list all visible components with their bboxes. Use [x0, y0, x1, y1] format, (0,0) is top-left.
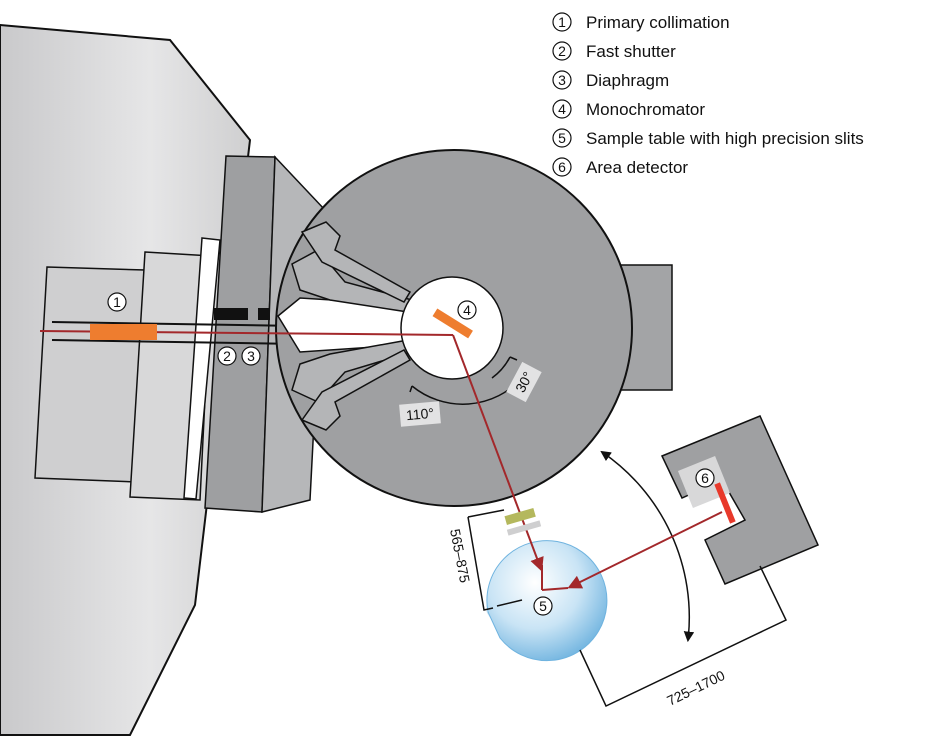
legend-item-6: 6 Area detector	[552, 157, 688, 177]
sample-slit	[496, 599, 523, 607]
svg-text:6: 6	[558, 159, 566, 175]
svg-text:2: 2	[558, 43, 566, 59]
slot-upper-2	[300, 221, 412, 303]
marker-area-detector: 6	[695, 468, 715, 488]
svg-text:5: 5	[558, 130, 566, 146]
angle-arc-110-tick	[409, 385, 413, 393]
svg-text:6: 6	[701, 470, 709, 486]
diaphragm-block	[258, 308, 270, 320]
area-detector-plate	[714, 482, 736, 524]
svg-text:1: 1	[558, 14, 566, 30]
svg-text:Sample table with high precisi: Sample table with high precision slits	[586, 129, 864, 148]
detector-distance-bracket	[579, 565, 788, 708]
collimation-element	[90, 324, 157, 340]
area-detector-housing	[660, 415, 819, 585]
svg-text:3: 3	[247, 348, 255, 364]
svg-text:5: 5	[539, 598, 547, 614]
angle-arc-30-tick	[509, 356, 518, 361]
svg-text:2: 2	[223, 348, 231, 364]
flange-plate	[183, 237, 221, 500]
svg-text:4: 4	[463, 302, 471, 318]
angle-arc-30	[491, 356, 511, 379]
marker-monochromator: 4	[457, 300, 477, 320]
legend-item-2: 2 Fast shutter	[552, 41, 676, 61]
legend-item-5: 5 Sample table with high precision slits	[552, 128, 864, 148]
sample-slit-top	[504, 508, 536, 525]
legend-item-3: 3 Diaphragm	[552, 70, 669, 90]
svg-text:3: 3	[558, 72, 566, 88]
sample-table-notch	[485, 608, 490, 618]
beam-tube-bottom	[51, 339, 301, 345]
angle-label-110: 110°	[399, 401, 441, 427]
legend-item-1: 1 Primary collimation	[552, 12, 730, 32]
sample-distance-bracket	[467, 509, 505, 518]
marker-diaphragm: 3	[241, 346, 261, 366]
sample-distance-leg	[467, 516, 494, 611]
svg-text:Area detector: Area detector	[586, 158, 688, 177]
marker-sample-table: 5	[533, 596, 553, 616]
svg-text:Diaphragm: Diaphragm	[586, 71, 669, 90]
monochromator-crystal	[432, 308, 473, 339]
marker-primary-collimation: 1	[107, 292, 127, 312]
fast-shutter-block	[214, 308, 248, 320]
detector-rotation-arc	[600, 450, 695, 643]
scattered-beam	[567, 511, 723, 589]
sample-corner-horizontal	[541, 587, 569, 591]
svg-text:1: 1	[113, 294, 121, 310]
legend: 1 Primary collimation 2 Fast shutter 3 D…	[552, 12, 864, 177]
drum-slots	[277, 221, 413, 431]
svg-text:Primary collimation: Primary collimation	[586, 13, 730, 32]
beam-tube-top	[51, 321, 301, 327]
marker-fast-shutter: 2	[217, 346, 237, 366]
svg-text:Fast shutter: Fast shutter	[586, 42, 676, 61]
collimator-block-outer	[34, 266, 146, 483]
svg-text:Monochromator: Monochromator	[586, 100, 705, 119]
sample-distance-label: 565–875	[447, 528, 473, 585]
svg-text:4: 4	[558, 101, 566, 117]
sample-slit-bottom	[506, 520, 542, 536]
svg-text:110°: 110°	[405, 405, 434, 423]
legend-item-4: 4 Monochromator	[552, 99, 705, 119]
slot-lower-2	[300, 349, 412, 431]
